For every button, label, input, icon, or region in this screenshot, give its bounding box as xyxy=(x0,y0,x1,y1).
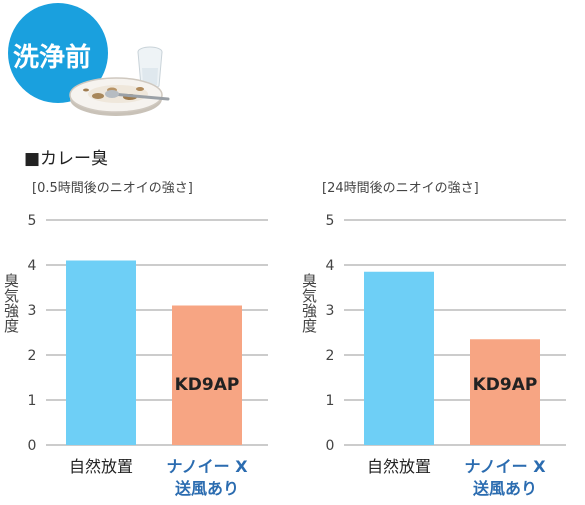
section-title: ■カレー臭 xyxy=(24,149,108,169)
y-tick-label: 1 xyxy=(326,393,335,409)
category-label-nanoe: ナノイー X xyxy=(464,457,546,476)
y-tick-label: 1 xyxy=(28,393,37,409)
bar-natural xyxy=(66,260,136,445)
y-tick-label: 2 xyxy=(28,348,37,364)
chart-subtitle: [24時間後のニオイの強さ] xyxy=(322,181,479,196)
y-axis-label: 臭気強度 xyxy=(300,273,318,333)
curry-plate-illustration xyxy=(69,46,170,116)
category-label-natural: 自然放置 xyxy=(69,457,133,476)
before-cleaning-badge: 洗浄前 xyxy=(8,3,108,103)
y-tick-label: 0 xyxy=(28,438,37,454)
category-label-nanoe: 送風あり xyxy=(472,479,537,498)
bar-model-label: KD9AP xyxy=(473,375,538,395)
y-tick-label: 4 xyxy=(28,258,37,274)
y-tick-label: 5 xyxy=(326,213,335,229)
bar-nanoe xyxy=(470,339,540,445)
badge-label: 洗浄前 xyxy=(13,42,91,73)
bar-natural xyxy=(364,271,434,445)
y-tick-label: 4 xyxy=(326,258,335,274)
y-tick-label: 3 xyxy=(326,303,335,319)
badge-circle xyxy=(8,3,108,103)
y-tick-label: 2 xyxy=(326,348,335,364)
bar-model-label: KD9AP xyxy=(175,375,240,395)
chart-subtitle: [0.5時間後のニオイの強さ] xyxy=(32,181,193,196)
category-label-nanoe: 送風あり xyxy=(174,479,239,498)
y-tick-label: 3 xyxy=(28,303,37,319)
y-tick-label: 5 xyxy=(28,213,37,229)
y-tick-label: 0 xyxy=(326,438,335,454)
bar-nanoe xyxy=(172,305,242,445)
y-axis-label: 臭気強度 xyxy=(2,273,20,333)
category-label-nanoe: ナノイー X xyxy=(166,457,248,476)
category-label-natural: 自然放置 xyxy=(367,457,431,476)
